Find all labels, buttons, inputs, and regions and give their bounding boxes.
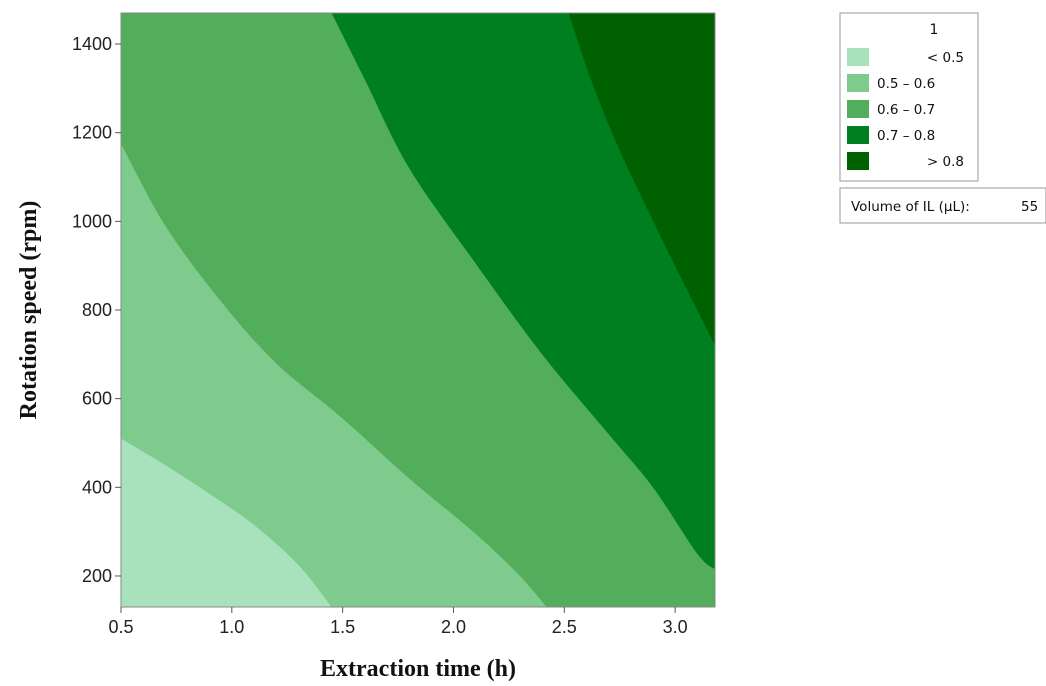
y-tick-label: 800	[82, 300, 112, 320]
condition-value: 55	[1021, 199, 1038, 215]
legend-label: > 0.8	[927, 154, 964, 170]
legend-swatch	[847, 48, 869, 66]
y-tick-label: 1000	[72, 211, 112, 231]
x-tick-label: 1.0	[219, 617, 244, 637]
x-axis-title: Extraction time (h)	[320, 656, 516, 682]
contour-band-0-5	[121, 438, 332, 607]
y-tick-label: 600	[82, 389, 112, 409]
x-tick-label: 1.5	[330, 617, 355, 637]
legend-title: 1	[930, 22, 939, 38]
legend-label: 0.7 – 0.8	[877, 128, 935, 144]
legend-swatch	[847, 74, 869, 92]
condition-box: Volume of IL (µL): 55	[839, 187, 1046, 224]
x-tick-label: 0.5	[108, 617, 133, 637]
condition-frame	[839, 187, 1046, 224]
plot-area	[121, 13, 715, 607]
y-tick-label: 200	[82, 566, 112, 586]
legend-swatch	[847, 100, 869, 118]
legend-label: < 0.5	[927, 50, 964, 66]
condition-label: Volume of IL (µL):	[851, 199, 970, 215]
legend-label: 0.6 – 0.7	[877, 102, 935, 118]
y-tick-label: 1400	[72, 34, 112, 54]
y-tick-label: 1200	[72, 123, 112, 143]
x-tick-label: 2.5	[552, 617, 577, 637]
y-axis: 200 400 600 800 1000 1200 1400	[72, 34, 121, 586]
y-tick-label: 400	[82, 477, 112, 497]
x-axis: 0.5 1.0 1.5 2.0 2.5 3.0	[108, 607, 688, 637]
y-axis-title: Rotation speed (rpm)	[16, 201, 42, 420]
legend: 1 < 0.5 0.5 – 0.6 0.6 – 0.7 0.7 – 0.8 > 0.8	[839, 12, 979, 182]
contour-band-0-6	[121, 143, 547, 607]
legend-swatch	[847, 152, 869, 170]
x-tick-label: 3.0	[663, 617, 688, 637]
x-tick-label: 2.0	[441, 617, 466, 637]
legend-swatch	[847, 126, 869, 144]
legend-label: 0.5 – 0.6	[877, 76, 935, 92]
